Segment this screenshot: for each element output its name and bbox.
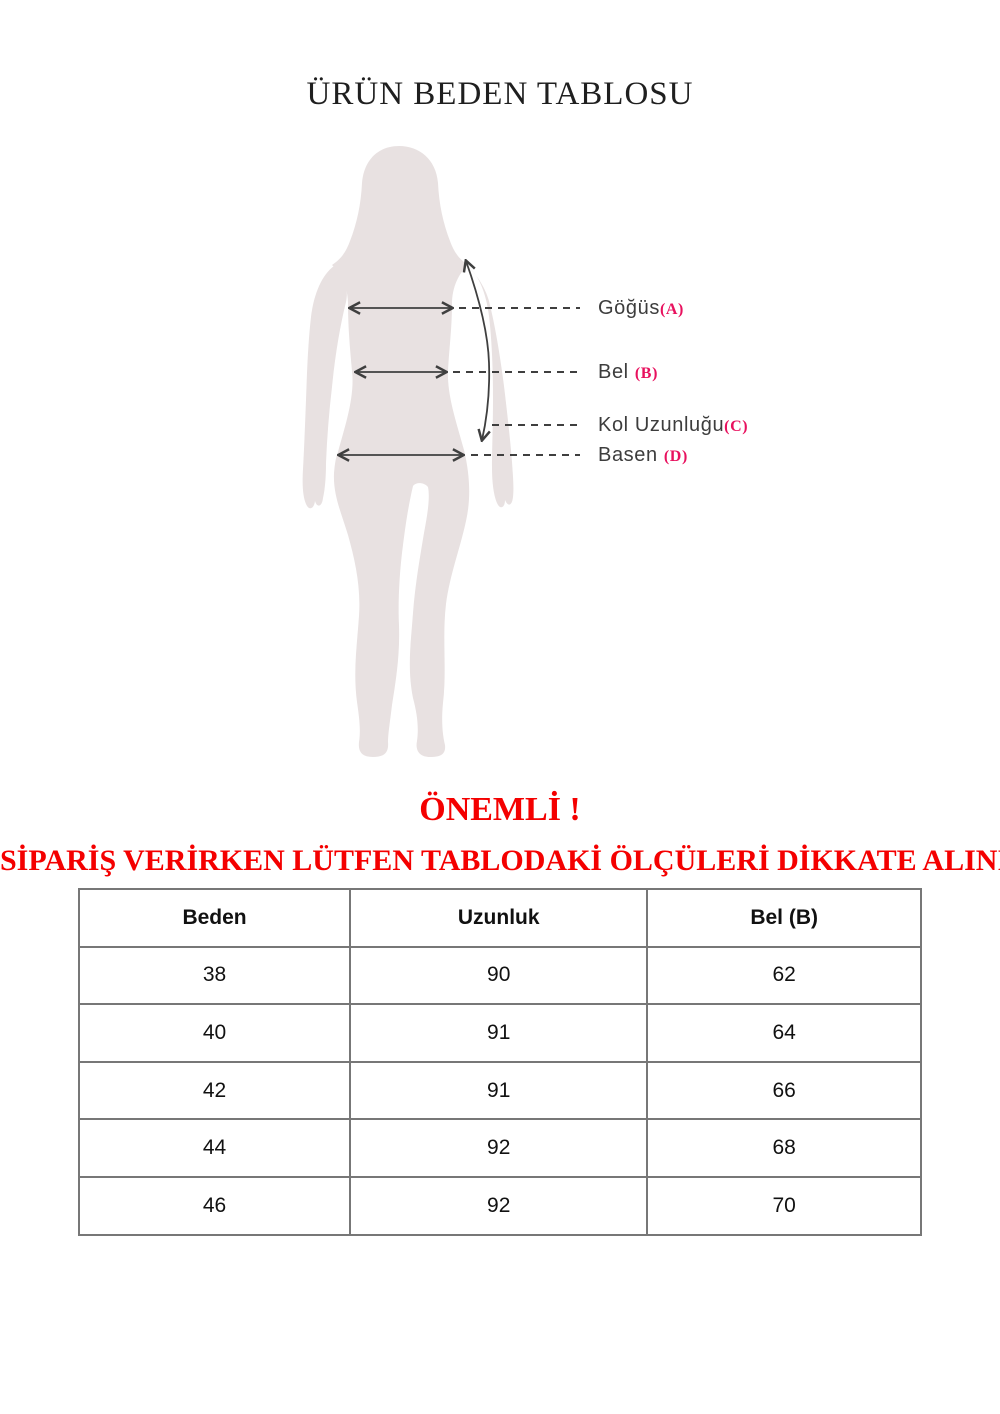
table-row: 40 91 64	[77, 1003, 922, 1063]
chest-label: Göğüs(A)	[598, 295, 684, 323]
arm-length-label: Kol Uzunluğu(C)	[598, 412, 748, 440]
table-row: 46 92 70	[77, 1175, 922, 1236]
arm-length-letter-c: (C)	[724, 418, 749, 435]
arm-length-label-text: Kol Uzunluğu	[598, 414, 725, 436]
arm-length-arrow	[466, 261, 489, 440]
table-row: 42 91 66	[77, 1060, 922, 1121]
cell-beden: 44	[77, 1118, 352, 1178]
cell-uzunluk: 92	[349, 1175, 649, 1236]
cell-beden: 38	[77, 945, 352, 1006]
important-heading: ÖNEMLİ !	[419, 791, 581, 828]
header-beden: Beden	[77, 888, 352, 948]
cell-bel: 70	[646, 1175, 922, 1236]
size-table: Beden Uzunluk Bel (B) 38 90 62 40 91 64 …	[77, 888, 922, 1236]
chest-label-text: Göğüs	[598, 297, 660, 319]
waist-letter-b: (B)	[634, 365, 659, 382]
hip-label-text: Basen	[598, 444, 664, 466]
cell-uzunluk: 92	[349, 1118, 649, 1178]
header-uzunluk: Uzunluk	[349, 888, 649, 948]
waist-label: Bel (B)	[598, 359, 658, 387]
cell-uzunluk: 91	[349, 1003, 649, 1063]
measurement-diagram	[302, 146, 580, 757]
cell-beden: 40	[77, 1003, 352, 1063]
cell-beden: 46	[77, 1175, 352, 1236]
cell-bel: 66	[646, 1060, 922, 1121]
table-row: 44 92 68	[77, 1118, 922, 1178]
chest-letter-a: (A)	[659, 301, 684, 318]
hip-letter-d: (D)	[663, 448, 688, 465]
page-title: ÜRÜN BEDEN TABLOSU	[306, 76, 694, 112]
cell-bel: 62	[646, 945, 922, 1006]
header-bel-b: Bel (B)	[646, 888, 922, 948]
waist-label-text: Bel	[598, 361, 635, 383]
important-message: SİPARİŞ VERİRKEN LÜTFEN TABLODAKİ ÖLÇÜLE…	[0, 844, 1000, 877]
cell-beden: 42	[77, 1060, 352, 1121]
cell-bel: 68	[646, 1118, 922, 1178]
female-body-silhouette	[302, 146, 514, 757]
hip-label: Basen (D)	[598, 442, 688, 470]
cell-uzunluk: 91	[349, 1060, 649, 1121]
cell-bel: 64	[646, 1003, 922, 1063]
table-row: 38 90 62	[77, 945, 922, 1006]
cell-uzunluk: 90	[349, 945, 649, 1006]
size-table-header-row: Beden Uzunluk Bel (B)	[77, 888, 922, 948]
